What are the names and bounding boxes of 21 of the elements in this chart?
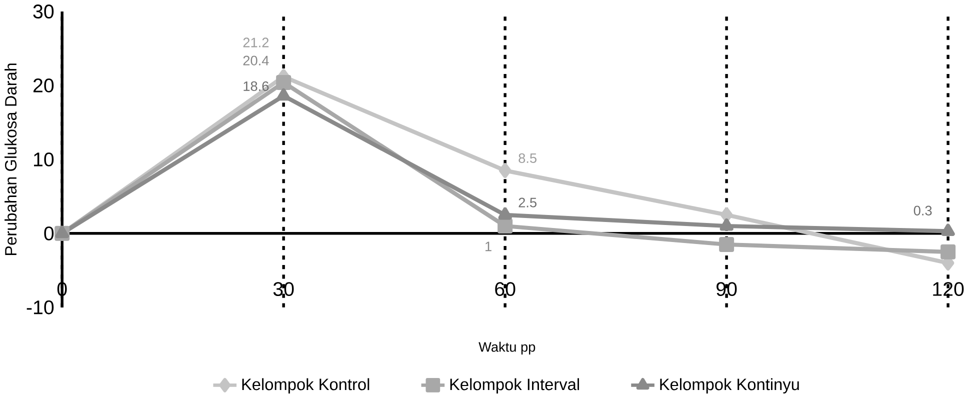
y-tick-label: 0 bbox=[44, 226, 54, 241]
y-tick-label: 10 bbox=[34, 152, 54, 167]
legend-label: Kelompok Kontinyu bbox=[660, 378, 799, 394]
data-label: 21.2 bbox=[243, 38, 269, 48]
x-axis-title: Waktu pp bbox=[478, 342, 536, 355]
legend-label: Kelompok Interval bbox=[450, 378, 579, 394]
data-label: 0.3 bbox=[914, 206, 932, 216]
y-tick-label: 30 bbox=[33, 4, 54, 19]
y-axis-title: Perubahan Glukosa Darah bbox=[4, 64, 17, 256]
x-tick-label: 30 bbox=[273, 282, 294, 296]
data-label: 20.4 bbox=[243, 56, 269, 66]
x-tick-label: 120 bbox=[933, 282, 964, 296]
data-label: 2.5 bbox=[518, 198, 536, 208]
x-tick-label: 90 bbox=[716, 282, 737, 296]
x-tick-label: 60 bbox=[495, 282, 516, 296]
y-tick-label: -10 bbox=[26, 300, 54, 315]
data-label: 8.5 bbox=[518, 154, 536, 164]
data-label: 1 bbox=[486, 242, 492, 252]
data-label: 18.6 bbox=[244, 82, 269, 92]
legend-label: Kelompok Kontrol bbox=[242, 378, 370, 394]
y-tick-label: 20 bbox=[33, 78, 54, 93]
